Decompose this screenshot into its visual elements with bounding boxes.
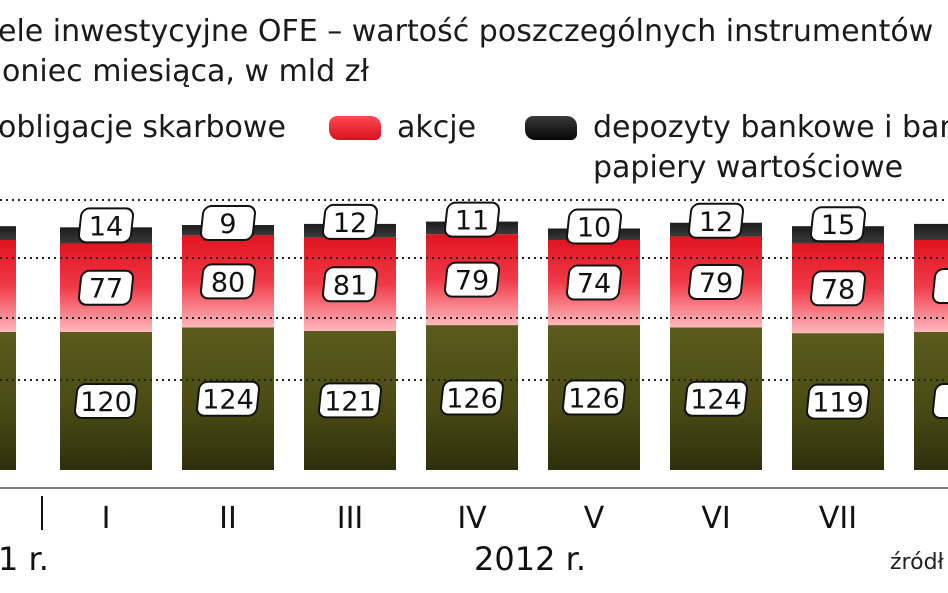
value-label-box (440, 379, 504, 416)
value-label: 77 (89, 274, 123, 305)
value-label: 126 (446, 384, 498, 415)
legend-label-obligacje: obligacje skarbowe (0, 110, 286, 145)
value-label-box (318, 382, 382, 419)
year-label-2012: 2012 r. (474, 540, 586, 578)
value-label-box (322, 266, 378, 303)
value-label: 79 (699, 268, 733, 299)
value-label-box (810, 270, 866, 307)
value-label: 11 (455, 206, 489, 237)
value-label: 119 (812, 388, 864, 419)
value-label-box (684, 380, 748, 417)
category-label: II (219, 501, 237, 536)
value-label-box (78, 269, 134, 306)
value-label: 126 (568, 384, 620, 415)
value-label: 15 (821, 210, 855, 241)
legend-swatch-depozyty (525, 116, 577, 140)
value-label-box (200, 263, 256, 300)
value-label-box (688, 263, 744, 300)
bar-segment (914, 223, 948, 240)
value-label-box (688, 202, 744, 239)
value-label-box (566, 208, 622, 245)
value-label-box (810, 206, 866, 243)
value-label: 124 (202, 385, 254, 416)
category-label: V (584, 501, 605, 536)
bar-segment (0, 332, 16, 470)
legend-label-depozyty: depozyty bankowe i ban (593, 110, 948, 145)
category-label: III (337, 501, 364, 536)
value-label-box (74, 383, 138, 419)
value-label: 9 (219, 209, 236, 240)
value-label-box (444, 261, 500, 298)
source-label: źródł (890, 550, 944, 575)
value-label: 12 (699, 207, 733, 238)
value-label: 79 (455, 266, 489, 297)
value-label: 81 (333, 270, 367, 301)
title-line-2: oniec miesiąca, w mld zł (2, 54, 369, 89)
year-label-2011: 1 r. (0, 540, 49, 578)
value-label-box (932, 383, 948, 419)
value-label-box (196, 380, 260, 417)
value-label: 74 (577, 269, 611, 300)
value-label-box (200, 205, 256, 242)
value-label: 124 (690, 385, 742, 416)
category-label: IV (457, 501, 487, 536)
legend-swatch-akcje (329, 116, 381, 140)
value-label: 80 (211, 267, 245, 298)
value-label-box (566, 264, 622, 301)
category-label: VI (701, 501, 730, 536)
value-label-box (78, 207, 134, 244)
value-label: 14 (89, 211, 123, 242)
value-label: 10 (577, 213, 611, 244)
title-line-1: ele inwestycyjne OFE – wartość poszczegó… (0, 14, 934, 49)
value-label-box (322, 203, 378, 240)
value-label: 78 (821, 274, 855, 305)
value-label-box (562, 379, 626, 416)
bar-segment (0, 240, 16, 332)
bar-segment (0, 226, 16, 240)
value-label-box (806, 383, 870, 420)
category-label: VII (819, 501, 857, 536)
legend-label-akcje: akcje (397, 110, 477, 145)
value-label: 121 (324, 386, 376, 417)
value-label-box (444, 201, 500, 238)
category-label: I (102, 501, 111, 536)
chart-title: ele inwestycyjne OFE – wartość poszczegó… (0, 12, 933, 92)
value-label-box (932, 268, 948, 304)
legend-label-depozyty-line2: papiery wartościowe (593, 150, 904, 185)
value-label: 12 (333, 208, 367, 239)
value-label: 120 (80, 387, 132, 418)
